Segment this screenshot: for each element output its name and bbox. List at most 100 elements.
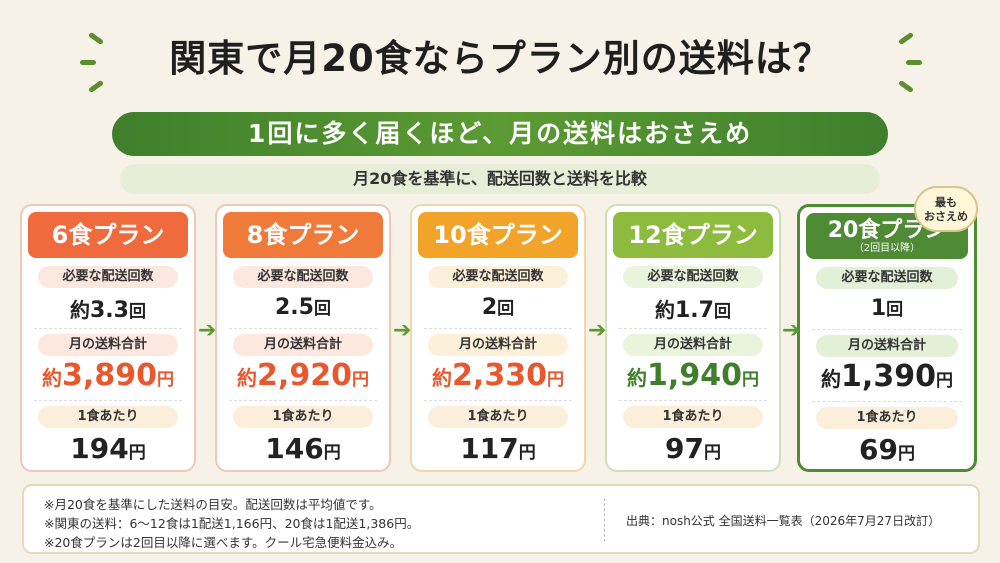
monthly-unit: 円	[351, 370, 369, 390]
per-meal-number: 146	[265, 432, 324, 465]
card-separator	[229, 400, 377, 401]
per-meal-unit: 円	[703, 443, 721, 463]
arrow-icon-2: ➔	[393, 318, 412, 343]
deliveries-unit: 回	[886, 300, 904, 320]
per-meal-label: 1食あたり	[816, 407, 958, 429]
source-text: 出典：nosh公式 全国送料一覧表（2026年7月27日改訂）	[626, 514, 941, 528]
deliveries-number: 1.7	[675, 298, 714, 323]
monthly-number: 1,390	[841, 359, 936, 394]
headline-banner: 1回に多く届くほど、月の送料はおさえめ	[112, 112, 888, 156]
monthly-prefix: 約	[821, 367, 842, 391]
plan-card: 20食プラン （2回目以降） 必要な配送回数 1回 月の送料合計 約1,390円 1食あたり…	[797, 204, 977, 472]
monthly-value: 約2,330円	[412, 358, 584, 393]
note-1: ※月20食を基準にした送料の目安。配送回数は平均値です。	[44, 497, 382, 512]
monthly-unit: 円	[741, 370, 759, 390]
per-meal-label: 1食あたり	[428, 406, 568, 428]
per-meal-value: 97円	[607, 432, 779, 465]
monthly-unit: 円	[546, 370, 564, 390]
plan-name-text: 12食プラン	[628, 221, 758, 249]
plan-card: 6食プラン 必要な配送回数 約3.3回 月の送料合計 約3,890円 1食あたり 194円	[20, 204, 196, 472]
monthly-value: 約1,940円	[607, 358, 779, 393]
arrow-icon-1: ➔	[198, 318, 217, 343]
monthly-prefix: 約	[42, 366, 63, 390]
notes-box: ※月20食を基準にした送料の目安。配送回数は平均値です。 ※関東の送料：6〜12…	[22, 484, 980, 554]
per-meal-label: 1食あたり	[623, 406, 763, 428]
per-meal-unit: 円	[323, 443, 341, 463]
card-separator	[34, 400, 182, 401]
deliveries-prefix: 約	[655, 298, 675, 322]
plan-name-text: 10食プラン	[433, 221, 563, 249]
deliveries-value: 2.5回	[217, 294, 389, 320]
page-title: 関東で月20食ならプラン別の送料は？	[169, 37, 831, 80]
monthly-value: 約1,390円	[800, 359, 974, 394]
plan-name: 8食プラン	[223, 212, 383, 258]
plan-name: 12食プラン	[613, 212, 773, 258]
deliveries-number: 2.5	[275, 295, 314, 320]
per-meal-number: 194	[70, 432, 129, 465]
deliveries-prefix: 約	[70, 298, 90, 322]
card-separator	[229, 328, 377, 329]
note-2: ※関東の送料：6〜12食は1配送1,166円、20食は1配送1,386円。	[44, 516, 420, 531]
deliveries-label: 必要な配送回数	[623, 266, 763, 288]
deliveries-number: 3.3	[90, 298, 129, 323]
card-separator	[619, 328, 767, 329]
per-meal-number: 69	[859, 433, 898, 466]
monthly-prefix: 約	[432, 366, 453, 390]
per-meal-value: 69円	[800, 433, 974, 466]
card-separator	[424, 328, 572, 329]
deliveries-value: 1回	[800, 295, 974, 321]
per-meal-value: 117円	[412, 432, 584, 465]
plan-card: 10食プラン 必要な配送回数 2回 月の送料合計 約2,330円 1食あたり 117円	[410, 204, 586, 472]
monthly-label: 月の送料合計	[428, 334, 568, 356]
deliveries-value: 約1.7回	[607, 294, 779, 323]
best-badge-line1: 最も	[935, 196, 957, 209]
card-separator	[812, 401, 962, 402]
monthly-label: 月の送料合計	[623, 334, 763, 356]
deliveries-label: 必要な配送回数	[233, 266, 373, 288]
monthly-unit: 円	[935, 371, 953, 391]
deliveries-number: 1	[870, 296, 887, 321]
plan-name: 6食プラン	[28, 212, 188, 258]
monthly-value: 約2,920円	[217, 358, 389, 393]
per-meal-unit: 円	[518, 443, 536, 463]
deliveries-label: 必要な配送回数	[428, 266, 568, 288]
per-meal-unit: 円	[128, 443, 146, 463]
monthly-label: 月の送料合計	[233, 334, 373, 356]
deliveries-unit: 回	[313, 299, 331, 319]
monthly-number: 2,330	[452, 358, 547, 393]
plan-card: 8食プラン 必要な配送回数 2.5回 月の送料合計 約2,920円 1食あたり 146円	[215, 204, 391, 472]
per-meal-label: 1食あたり	[38, 406, 178, 428]
monthly-label: 月の送料合計	[816, 335, 958, 357]
monthly-number: 3,890	[62, 358, 157, 393]
plan-name-sub: （2回目以降）	[853, 243, 921, 254]
arrow-icon-4: ➔	[782, 318, 801, 343]
deliveries-value: 2回	[412, 294, 584, 320]
card-separator	[424, 400, 572, 401]
deliveries-unit: 回	[713, 302, 731, 322]
plan-name: 10食プラン	[418, 212, 578, 258]
note-3: ※20食プランは2回目以降に選べます。クール宅急便料金込み。	[44, 535, 403, 550]
deliveries-unit: 回	[497, 299, 515, 319]
per-meal-number: 97	[665, 432, 704, 465]
arrow-icon-3: ➔	[588, 318, 607, 343]
best-badge: 最も おさえめ	[914, 186, 978, 232]
sub-banner: 月20食を基準に、配送回数と送料を比較	[120, 164, 880, 194]
notes-divider	[604, 498, 605, 542]
monthly-label: 月の送料合計	[38, 334, 178, 356]
monthly-number: 1,940	[647, 358, 742, 393]
card-separator	[34, 328, 182, 329]
monthly-value: 約3,890円	[22, 358, 194, 393]
deliveries-label: 必要な配送回数	[816, 267, 958, 289]
deliveries-value: 約3.3回	[22, 294, 194, 323]
card-separator	[812, 329, 962, 330]
per-meal-label: 1食あたり	[233, 406, 373, 428]
plan-name-text: 6食プラン	[51, 221, 165, 249]
plan-name-text: 8食プラン	[246, 221, 360, 249]
deliveries-unit: 回	[128, 302, 146, 322]
deliveries-label: 必要な配送回数	[38, 266, 178, 288]
title-dash-left-2	[80, 60, 96, 65]
plan-card: 12食プラン 必要な配送回数 約1.7回 月の送料合計 約1,940円 1食あたり 97円	[605, 204, 781, 472]
monthly-prefix: 約	[627, 366, 648, 390]
per-meal-value: 146円	[217, 432, 389, 465]
monthly-number: 2,920	[257, 358, 352, 393]
